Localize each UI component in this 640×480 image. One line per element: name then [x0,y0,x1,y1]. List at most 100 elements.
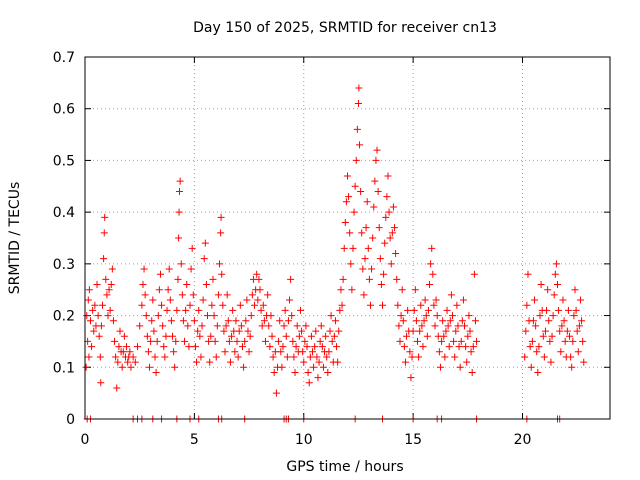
data-point [442,327,450,335]
data-point [552,260,560,268]
data-point [231,348,239,356]
data-point [375,224,383,232]
y-tick-label: 0 [66,412,75,428]
data-point [170,348,178,356]
data-point [255,275,263,283]
data-point [240,363,248,371]
data-point [452,327,460,335]
data-point [286,296,294,304]
data-point [225,337,233,345]
data-point [312,327,320,335]
data-point [334,358,342,366]
data-point [147,337,155,345]
data-point [543,306,551,314]
data-point [151,353,159,361]
data-point [561,337,569,345]
data-point [108,265,116,273]
data-point [200,255,208,263]
data-point [550,291,558,299]
data-point [114,358,122,366]
data-point [397,312,405,320]
data-point [148,317,156,325]
data-point [229,306,237,314]
data-point [106,306,114,314]
data-point [270,368,278,376]
data-point [235,327,243,335]
data-point [293,322,301,330]
data-point [537,281,545,289]
data-point [386,234,394,242]
y-tick-label: 0.3 [53,257,75,273]
data-point [254,296,262,304]
data-point [173,306,181,314]
data-point [111,337,119,345]
data-point [201,239,209,247]
data-point [457,337,465,345]
data-point [123,343,131,351]
data-point [365,275,373,283]
data-point [398,286,406,294]
data-point [573,327,581,335]
data-point [261,337,269,345]
data-point [112,353,120,361]
data-point [314,374,322,382]
data-point [303,343,311,351]
data-point [522,327,530,335]
data-point [217,229,225,237]
data-point [348,286,356,294]
data-point [278,363,286,371]
data-point [220,327,228,335]
data-point [295,332,303,340]
data-point [165,265,173,273]
data-point [450,337,458,345]
data-point [228,332,236,340]
data-point [383,193,391,201]
data-point [276,317,284,325]
data-point [455,343,463,351]
data-point [103,291,111,299]
data-point [178,291,186,299]
x-axis-label: GPS time / hours [286,459,403,475]
data-point [207,332,215,340]
data-point [347,260,355,268]
data-point [116,327,124,335]
data-point [265,322,273,330]
data-point [376,255,384,263]
data-point [138,301,146,309]
data-point [539,332,547,340]
data-point [245,348,253,356]
data-point [224,317,232,325]
data-point [459,296,467,304]
tick-labels: 0 0.1 0.2 0.3 0.4 0.5 0.6 0.7 0 5 10 15 20 [53,50,532,448]
data-point [160,343,168,351]
data-point [353,125,361,133]
data-point [281,306,289,314]
data-point [131,358,139,366]
data-point [445,343,453,351]
data-point [430,301,438,309]
data-point [404,306,412,314]
data-point [146,363,154,371]
data-point [529,317,537,325]
data-point [279,343,287,351]
data-point [93,281,101,289]
grid-lines [85,57,610,419]
data-point [177,260,185,268]
data-point [352,156,360,164]
data-point [527,363,535,371]
data-point [139,281,147,289]
data-point [243,296,251,304]
data-point [300,358,308,366]
data-point [408,353,416,361]
data-point [371,177,379,185]
data-point [287,275,295,283]
data-point [221,348,229,356]
data-point [325,348,333,356]
data-point [118,363,126,371]
data-point [85,353,93,361]
data-point [358,229,366,237]
data-point [175,234,183,242]
data-point [571,286,579,294]
data-point [422,312,430,320]
data-point [198,322,206,330]
